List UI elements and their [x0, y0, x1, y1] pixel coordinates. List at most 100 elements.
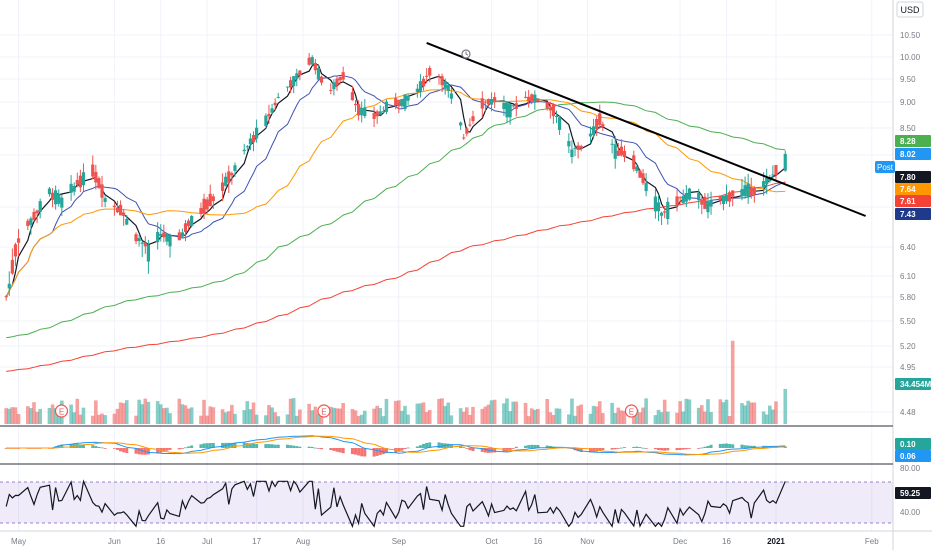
trendline[interactable]	[426, 41, 867, 217]
candle-body	[641, 173, 645, 184]
candle-body	[381, 111, 385, 113]
candle-body	[718, 195, 722, 200]
candle-body	[505, 102, 509, 118]
volume-bar	[335, 408, 339, 424]
volume-bar	[143, 398, 148, 424]
candle-body	[437, 76, 441, 78]
volume-bar	[338, 408, 342, 424]
rsi-tick-label: 80.00	[900, 464, 921, 473]
candle-body	[168, 235, 172, 247]
volume-bar	[746, 400, 750, 424]
volume-bar	[72, 412, 76, 424]
macd-histogram-bar	[511, 448, 515, 449]
earnings-marker[interactable]	[54, 404, 69, 418]
macd-histogram-bar	[335, 448, 339, 452]
candle-body	[60, 197, 64, 208]
candle-body	[486, 99, 491, 105]
candle-body	[310, 57, 314, 65]
volume-bar	[81, 407, 86, 424]
macd-histogram-bar	[471, 448, 475, 452]
price-badge-text: 8.02	[900, 150, 916, 159]
earnings-marker[interactable]	[624, 404, 639, 418]
candle-body	[681, 196, 685, 204]
volume-bar	[703, 411, 707, 424]
macd-histogram-bar	[697, 448, 701, 449]
time-tick-label: Nov	[580, 537, 594, 546]
macd-histogram-bar	[313, 447, 317, 449]
volume-bar	[245, 401, 250, 424]
volume-bar	[681, 411, 686, 424]
time-axis[interactable]: May Jun 16 Jul 17 Aug Sep Oct 16 Nov Dec 16 2021 Feb	[11, 537, 879, 546]
macd-histogram-bar	[122, 448, 126, 453]
candle-body	[703, 196, 707, 209]
candle-body	[536, 99, 540, 102]
volume-bar	[641, 407, 645, 424]
candle-body	[489, 98, 494, 105]
candle-body	[242, 149, 246, 152]
volume-bar	[363, 410, 367, 424]
volume-bar	[662, 399, 667, 424]
earnings-marker[interactable]	[317, 404, 331, 418]
candle-body	[118, 204, 123, 216]
candle-body	[267, 113, 271, 117]
macd-histogram-bar	[245, 443, 249, 448]
candle-body	[573, 147, 577, 149]
candle-body	[29, 218, 33, 225]
volume-bar	[316, 413, 321, 424]
candle-body	[329, 89, 333, 91]
volume-bar	[709, 411, 713, 424]
post-label: Post	[875, 161, 895, 173]
ma-50-line	[5, 89, 786, 298]
volume-bar	[264, 415, 268, 424]
macd-histogram-bar	[264, 444, 268, 448]
macd-badge-text: 0.06	[900, 452, 916, 461]
price-axis[interactable]: 10.50 10.00 9.50 9.00 8.50 6.40 6.10 5.80 5.50 5.…	[900, 31, 921, 517]
volume-bar	[514, 401, 519, 424]
macd-histogram-bar	[81, 444, 85, 448]
alarm-clock-icon[interactable]	[461, 49, 471, 59]
price-badge-text: 7.61	[900, 197, 916, 206]
volume-bar	[359, 414, 364, 424]
candle-body	[684, 192, 688, 202]
candle-body	[511, 105, 515, 107]
candle-body	[610, 143, 614, 145]
volume-bar	[696, 407, 701, 424]
candle-body	[38, 201, 42, 212]
candle-body	[273, 102, 277, 106]
volume-bar	[526, 416, 531, 424]
macd-histogram-bar	[205, 443, 209, 448]
macd-badge	[895, 438, 931, 450]
macd-histogram-bar	[292, 445, 296, 448]
volume-bar	[313, 406, 318, 424]
macd-histogram-bar	[483, 448, 487, 453]
macd-histogram-bar	[425, 442, 429, 448]
earnings-marker-label: E	[629, 408, 634, 417]
candle-body	[514, 103, 518, 109]
macd-histogram-bar	[354, 448, 358, 455]
candle-body	[35, 210, 39, 214]
macd-histogram-bar	[403, 448, 407, 450]
candle-body	[316, 67, 321, 80]
candle-body	[245, 146, 249, 148]
candle-body	[616, 150, 620, 156]
candle-body	[186, 220, 191, 227]
time-tick-label: Sep	[392, 537, 407, 546]
macd-histogram-bar	[137, 448, 141, 455]
volume-bar	[567, 414, 571, 424]
volume-bar	[378, 408, 383, 424]
macd-histogram-bar	[221, 442, 225, 448]
macd-histogram-bar	[533, 444, 537, 448]
candle-body	[462, 137, 466, 139]
candle-body	[227, 171, 231, 183]
volume-bar	[273, 412, 277, 424]
macd-histogram-bar	[468, 448, 472, 451]
candle-body	[635, 166, 639, 171]
candle-body	[97, 178, 101, 189]
volume-bar	[94, 400, 98, 424]
volume-bar	[480, 408, 485, 424]
candle-body	[159, 233, 163, 236]
candle-body	[468, 124, 472, 126]
macd-histogram-bar	[360, 448, 364, 457]
candle-body	[644, 182, 648, 192]
candle-body	[32, 211, 36, 220]
